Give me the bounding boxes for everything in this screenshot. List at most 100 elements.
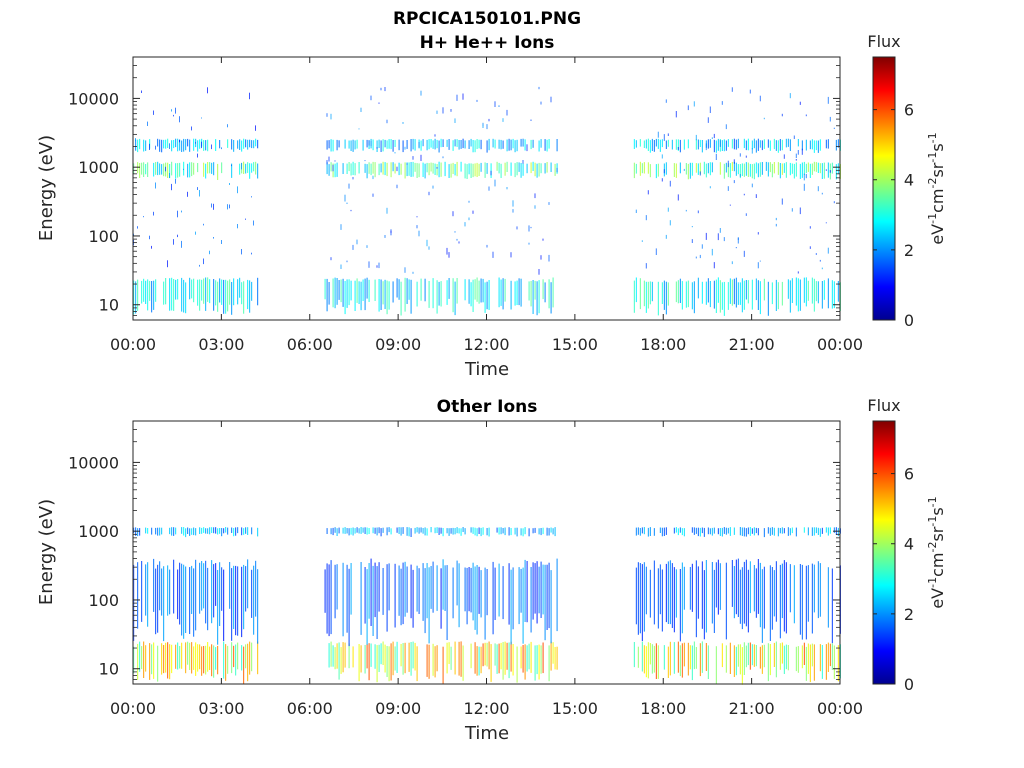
flux-cell (446, 528, 448, 534)
flux-cell (187, 191, 188, 197)
flux-cell (486, 642, 488, 667)
flux-cell (416, 225, 418, 229)
flux-cell (480, 278, 482, 303)
flux-cell (334, 564, 336, 619)
flux-cell (506, 109, 508, 116)
flux-cell (514, 281, 516, 306)
flux-cell (817, 140, 819, 153)
flux-cell (520, 646, 522, 669)
flux-cell (757, 163, 759, 178)
flux-cell (139, 138, 141, 150)
flux-cell (400, 527, 402, 536)
flux-cell (705, 643, 707, 671)
flux-cell (789, 139, 791, 151)
flux-cell (671, 563, 673, 628)
flux-cell (743, 642, 745, 675)
flux-cell (815, 140, 817, 151)
flux-cell (243, 138, 245, 149)
x-tick-label: 03:00 (198, 335, 244, 354)
flux-cell (251, 527, 253, 535)
flux-cell (209, 527, 211, 535)
flux-cell (781, 281, 783, 306)
flux-cell (213, 527, 215, 534)
flux-cell (490, 170, 492, 176)
flux-cell (735, 247, 737, 249)
flux-cell (474, 642, 476, 674)
flux-cell (388, 563, 390, 611)
flux-cell (739, 569, 741, 624)
flux-cell (410, 528, 412, 537)
flux-cell (257, 277, 259, 306)
flux-cell (510, 569, 512, 645)
flux-cell (709, 281, 711, 308)
flux-cell (370, 95, 372, 101)
flux-cell (217, 281, 219, 312)
flux-cell (548, 202, 550, 205)
flux-cell (484, 567, 486, 640)
flux-cell (801, 564, 803, 640)
flux-cell (633, 280, 635, 313)
flux-cell (344, 194, 346, 202)
x-tick-label: 18:00 (640, 699, 686, 718)
flux-cell (416, 565, 418, 612)
flux-cell (490, 644, 492, 682)
flux-cell (201, 527, 203, 534)
flux-cell (502, 642, 504, 680)
flux-cell (801, 645, 803, 669)
flux-cell (504, 641, 506, 675)
flux-cell (821, 645, 823, 679)
flux-cell (733, 645, 735, 677)
flux-cell (791, 527, 793, 534)
flux-cell (783, 528, 785, 534)
flux-cell (725, 124, 727, 130)
flux-cell (745, 528, 747, 537)
flux-cell (789, 564, 791, 613)
flux-cell (348, 279, 350, 306)
flux-cell (502, 140, 504, 149)
flux-cell (153, 211, 154, 216)
flux-cell (520, 163, 522, 178)
flux-cell (177, 138, 179, 152)
flux-cell (199, 264, 200, 267)
flux-cell (494, 179, 496, 187)
flux-cell (546, 139, 548, 152)
flux-cell (386, 527, 388, 536)
flux-cell (350, 140, 352, 151)
flux-cell (488, 641, 490, 670)
flux-cell (516, 527, 518, 537)
flux-cell (470, 567, 472, 613)
flux-cell (737, 558, 739, 617)
flux-cell (498, 105, 500, 107)
flux-cell (442, 559, 444, 610)
flux-cell (767, 162, 769, 177)
flux-cell (773, 138, 775, 150)
flux-cell (237, 642, 239, 670)
flux-cell (552, 277, 554, 308)
flux-cell (805, 277, 807, 307)
flux-cell (701, 527, 703, 534)
flux-cell (173, 114, 174, 117)
flux-cell (328, 643, 330, 668)
flux-cell (713, 569, 715, 633)
y-tick-label: 100 (88, 591, 119, 610)
flux-cell (554, 527, 556, 537)
flux-cell (155, 568, 157, 635)
flux-cell (476, 99, 478, 102)
flux-cell (434, 163, 436, 175)
flux-cell (241, 566, 243, 638)
flux-cell (661, 527, 663, 537)
flux-cell (450, 109, 452, 112)
flux-cell (193, 646, 195, 670)
flux-cell (797, 271, 799, 274)
flux-cell (719, 162, 721, 175)
flux-cell (677, 194, 679, 201)
flux-cell (408, 527, 410, 537)
flux-cell (207, 87, 208, 94)
flux-cell (679, 139, 681, 153)
flux-cell (141, 90, 142, 93)
flux-cell (215, 139, 217, 151)
flux-cell (404, 277, 406, 312)
flux-cell (183, 168, 184, 171)
flux-cell (161, 643, 163, 675)
flux-cell (213, 279, 215, 311)
